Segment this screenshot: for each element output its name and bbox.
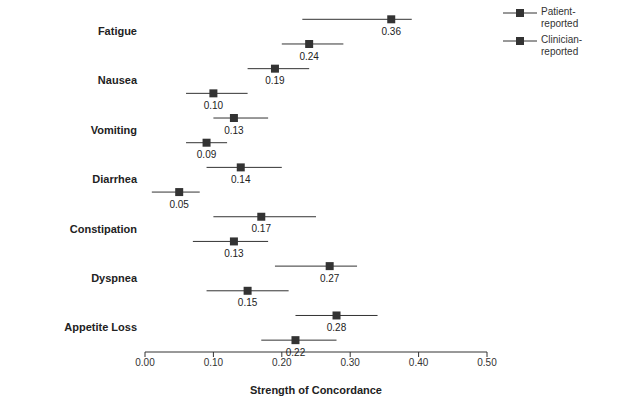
html-text:Clinician-reported: Clinician-reported <box>541 34 583 57</box>
svg-text:0.40: 0.40 <box>409 357 429 368</box>
svg-text:Vomiting: Vomiting <box>91 124 137 136</box>
svg-text:Fatigue: Fatigue <box>98 25 137 37</box>
svg-text:0.36: 0.36 <box>382 26 402 37</box>
svg-text:Constipation: Constipation <box>70 223 137 235</box>
svg-text:0.13: 0.13 <box>224 125 244 136</box>
svg-text:0.50: 0.50 <box>477 357 497 368</box>
svg-text:0.17: 0.17 <box>252 223 272 234</box>
svg-text:0.19: 0.19 <box>265 75 285 86</box>
svg-text:Dyspnea: Dyspnea <box>91 272 138 284</box>
svg-text:0.22: 0.22 <box>286 347 306 358</box>
svg-text:0.20: 0.20 <box>272 357 292 368</box>
svg-text:0.10: 0.10 <box>204 100 224 111</box>
svg-text:0.05: 0.05 <box>169 199 189 210</box>
svg-text:0.28: 0.28 <box>327 322 347 333</box>
svg-text:0.27: 0.27 <box>320 273 340 284</box>
svg-text:0.15: 0.15 <box>238 297 258 308</box>
svg-text:Appetite Loss: Appetite Loss <box>64 321 137 333</box>
svg-text:0.10: 0.10 <box>204 357 224 368</box>
svg-text:0.13: 0.13 <box>224 248 244 259</box>
svg-text:0.24: 0.24 <box>299 51 319 62</box>
svg-text:0.14: 0.14 <box>231 174 251 185</box>
svg-text:0.30: 0.30 <box>340 357 360 368</box>
svg-text:0.09: 0.09 <box>197 149 217 160</box>
html-text:Patient-reported: Patient-reported <box>541 6 579 29</box>
svg-text:Diarrhea: Diarrhea <box>92 173 138 185</box>
svg-text:Strength of Concordance: Strength of Concordance <box>250 384 382 396</box>
svg-text:Nausea: Nausea <box>98 74 138 86</box>
svg-text:0.00: 0.00 <box>135 357 155 368</box>
